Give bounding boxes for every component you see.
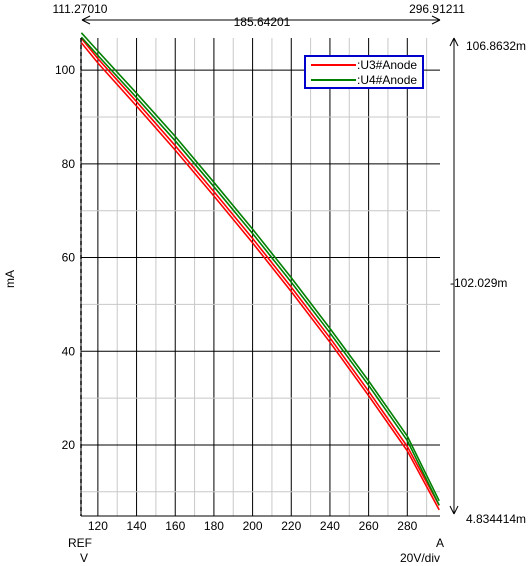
x-cursor-left-value: 111.27010 [53, 2, 108, 16]
x-tick-label: 120 [88, 519, 108, 533]
ticks-layer: 120 140 160 180 200 220 240 260 280 20 40 60 80 100 [55, 63, 418, 533]
series-1-trace-2 [80, 42, 440, 511]
x-delta-arrow-left [81, 15, 91, 25]
y-tick-label: 100 [55, 63, 75, 77]
x-scale-label: 20V/div [400, 551, 440, 565]
x-tick-label: 280 [397, 519, 417, 533]
x-delta-arrow-right [431, 15, 441, 25]
legend-box [304, 55, 424, 89]
legend-label-u3: :U3#Anode [357, 58, 417, 72]
y-delta-arrow-bottom [449, 505, 459, 515]
series-2-trace-1 [80, 32, 440, 502]
x-tick-label: 160 [165, 519, 185, 533]
series-layer [80, 32, 440, 511]
y-tick-label: 40 [62, 344, 76, 358]
x-tick-label: 180 [204, 519, 224, 533]
legend-label-u4: :U4#Anode [357, 73, 417, 87]
series-1-trace-1 [80, 37, 440, 506]
x-tick-label: 240 [320, 519, 340, 533]
x-cursor-readout: 111.27010 296.91211 185.64201 [53, 2, 466, 29]
x-tick-label: 220 [281, 519, 301, 533]
x-cursor-right-value: 296.91211 [409, 2, 465, 16]
y-delta-arrow-top [449, 37, 459, 47]
plot-frame [80, 38, 440, 517]
y-cursor-top-value: 106.8632m [466, 39, 526, 53]
x-tick-label: 140 [127, 519, 147, 533]
y-tick-label: 80 [62, 157, 76, 171]
x-cursor-delta-value: 185.64201 [234, 15, 291, 29]
y-tick-label: 60 [62, 251, 76, 265]
y-cursor-readout: 106.8632m -102.029m 4.834414m [449, 37, 526, 526]
y-cursor-delta-value: -102.029m [450, 276, 507, 290]
ref-label: REF [68, 536, 92, 550]
x-unit-label: V [80, 551, 88, 565]
series-2-trace-2 [80, 36, 440, 506]
x-tick-label: 200 [243, 519, 263, 533]
grid [81, 38, 440, 516]
y-tick-label: 20 [62, 438, 76, 452]
x-tick-label: 260 [359, 519, 379, 533]
y-unit-right-label: A [436, 536, 444, 550]
legend: :U3#Anode :U4#Anode [304, 55, 424, 89]
y-cursor-bottom-value: 4.834414m [466, 512, 526, 526]
y-axis-label: mA [3, 270, 17, 288]
